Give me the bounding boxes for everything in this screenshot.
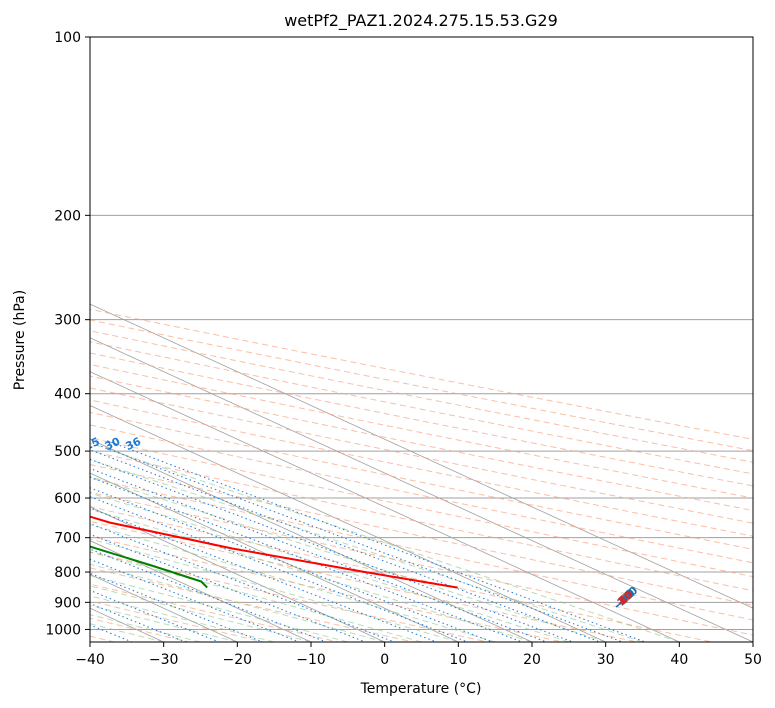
mixing-ratio-lines [90,440,647,642]
mixing-ratio-line [90,572,265,642]
isotherm-line [90,540,312,642]
y-tick-label: 900 [54,595,81,611]
mixing-ratio-label: 36 [124,435,144,453]
mixing-ratio-line [90,624,134,642]
dry-adiabat-line [90,363,753,499]
x-tick-label: −30 [149,652,179,668]
mixing-ratio-line [90,476,524,642]
isotherm-line [90,506,386,642]
dry-adiabat-line [90,437,753,578]
moist-adiabat-line [90,563,385,642]
x-tick-label: 0 [380,652,389,668]
dry-adiabat-line [90,375,753,512]
mixing-ratio-line [90,487,494,642]
dry-adiabat-line [90,583,341,642]
y-tick-label: 400 [54,387,81,403]
dry-adiabat-line [90,424,753,564]
x-tick-label: 40 [670,652,688,668]
x-axis-ticks: −40 −30 −20 −10 0 10 20 30 40 50 [75,642,762,668]
y-tick-label: 600 [54,491,81,507]
x-tick-label: 30 [597,652,615,668]
x-tick-label: 20 [523,652,541,668]
x-tick-label: 10 [449,652,467,668]
mixing-ratio-labels: 0.10.20.40.611.52346810131620253036 [82,435,144,453]
dry-adiabat-line [90,567,416,642]
x-tick-label: 50 [744,652,762,668]
dry-adiabat-line [90,520,640,642]
mixing-ratio-line [90,533,367,642]
y-tick-label: 1000 [45,622,81,638]
mixing-ratio-line [106,440,647,642]
moist-adiabat-line [90,508,533,642]
x-axis-title: Temperature (°C) [360,681,482,697]
plot-area: -100-90-80-70-60-50-40-30-20-10010203040… [82,37,753,642]
temperature-profile-line [90,515,458,589]
mixing-ratio-label: 30 [103,435,123,453]
y-axis-title: Pressure (hPa) [12,290,28,390]
mixing-ratio-line [90,458,575,642]
mixing-ratio-line [90,589,221,642]
plot-frame [89,36,754,643]
y-tick-label: 800 [54,565,81,581]
dry-adiabat-line [90,450,753,592]
mixing-ratio-line [90,467,548,642]
dry-adiabat-line [90,477,753,621]
y-tick-label: 300 [54,313,81,329]
mixing-ratio-line [90,602,188,642]
mixing-ratio-line [90,441,624,642]
y-tick-label: 200 [54,208,81,224]
y-tick-label: 100 [54,30,81,46]
x-tick-label: −10 [296,652,326,668]
isotherm-line [90,438,533,642]
dry-adiabat-lines [90,308,753,642]
dry-adiabat-line [90,491,753,636]
moist-adiabat-line [90,595,275,642]
dry-adiabat-line [90,535,565,642]
isotherm-line [90,405,607,642]
isotherm-line [90,472,460,642]
mixing-ratio-label: 25 [82,435,101,453]
y-axis-ticks: 100 200 300 400 500 600 700 800 900 1000 [45,30,90,638]
profile-series [90,515,458,589]
moist-adiabat-line [90,538,459,642]
mixing-ratio-line [90,523,396,642]
y-tick-label: 700 [54,531,81,547]
dry-adiabat-line [90,387,753,524]
y-tick-label: 500 [54,444,81,460]
x-tick-label: −40 [75,652,105,668]
moist-adiabat-line [90,442,680,642]
isobar-lines [90,37,753,630]
mixing-ratio-line [90,449,602,642]
moist-adiabat-line [90,459,643,642]
moist-adiabat-lines [90,442,680,642]
chart-title: wetPf2_PAZ1.2024.275.15.53.G29 [284,11,558,31]
x-tick-label: −20 [223,652,253,668]
isotherm-line [90,337,753,642]
moist-adiabat-line [90,585,312,642]
